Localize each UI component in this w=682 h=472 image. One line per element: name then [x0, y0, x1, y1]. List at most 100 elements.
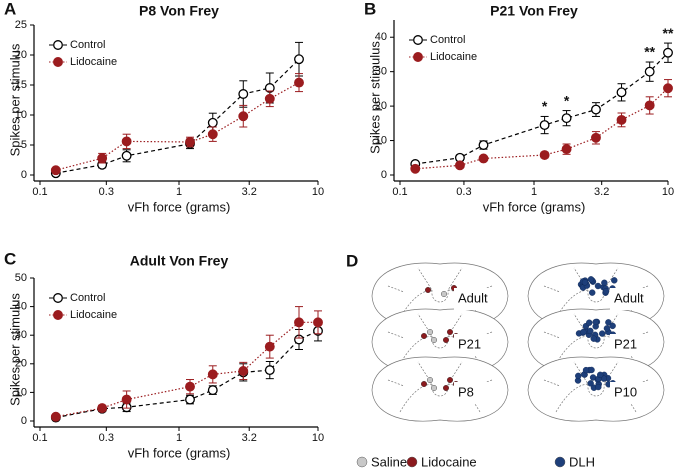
- age-label: Adult: [458, 290, 488, 305]
- age-label: P21: [614, 336, 637, 351]
- cord-section: [371, 356, 509, 422]
- marker: [238, 366, 249, 376]
- injection-site: [441, 291, 448, 298]
- x-tick-label: 10: [312, 432, 324, 444]
- y-tick-label: 40: [15, 301, 27, 313]
- injection-site: [595, 383, 602, 391]
- marker: [264, 365, 275, 376]
- y-tick-label: 0: [21, 169, 27, 181]
- injection-site: [431, 337, 438, 344]
- panel-label: C: [4, 249, 16, 268]
- x-tick-label: 3.2: [594, 186, 609, 198]
- marker: [207, 129, 218, 140]
- panel-label: A: [4, 0, 16, 18]
- x-tick-label: 0.3: [99, 432, 114, 444]
- series-line: [55, 82, 300, 171]
- legend-marker: [53, 310, 63, 320]
- series-line: [55, 58, 300, 174]
- marker: [478, 153, 489, 164]
- age-label-box: [454, 334, 494, 356]
- marker: [591, 104, 601, 115]
- x-axis-label: vFh force (grams): [128, 445, 231, 460]
- legend-marker: [413, 52, 423, 62]
- x-tick-label: 0.1: [32, 186, 47, 198]
- marker: [97, 153, 108, 164]
- injection-site: [597, 371, 604, 379]
- marker: [185, 381, 195, 392]
- x-tick-label: 1: [176, 432, 182, 444]
- injection-site: [599, 330, 606, 337]
- marker: [264, 341, 275, 352]
- y-axis-label: Spikes per stimulus: [7, 293, 22, 406]
- legend-label: Lidocaine: [70, 309, 117, 321]
- marker: [121, 136, 132, 147]
- marker: [294, 54, 304, 65]
- injection-site: [590, 335, 597, 342]
- x-tick-label: 3.2: [242, 432, 257, 444]
- y-tick-label: 30: [375, 66, 387, 78]
- injection-site: [592, 318, 599, 326]
- significance: *: [542, 98, 548, 114]
- marker: [121, 394, 132, 405]
- injection-site: [443, 337, 450, 344]
- panel-label: D: [346, 251, 358, 270]
- x-tick-label: 0.1: [32, 432, 47, 444]
- legend-label: Lidocaine: [430, 51, 477, 63]
- panel-label: B: [364, 0, 376, 18]
- injection-site: [603, 325, 611, 332]
- y-axis-label: Spikes per stimulus: [7, 43, 22, 156]
- marker: [264, 93, 275, 104]
- marker: [294, 317, 304, 328]
- marker: [478, 140, 489, 150]
- marker: [410, 163, 421, 174]
- y-tick-label: 50: [15, 272, 27, 284]
- marker: [616, 87, 627, 98]
- y-tick-label: 0: [381, 169, 387, 181]
- age-label: P8: [458, 384, 474, 399]
- significance: **: [663, 25, 674, 41]
- injection-site: [611, 277, 618, 284]
- injection-site: [580, 328, 587, 336]
- marker: [294, 77, 304, 88]
- x-tick-label: 0.3: [456, 186, 471, 198]
- age-label-box: [610, 334, 650, 356]
- injection-site: [443, 385, 450, 392]
- age-label-box: [610, 382, 650, 404]
- y-tick-label: 30: [15, 329, 27, 341]
- marker: [591, 132, 601, 143]
- legend-label: DLH: [569, 454, 595, 469]
- marker: [663, 83, 673, 94]
- injection-site: [605, 319, 612, 326]
- injection-site: [581, 279, 589, 286]
- injection-site: [587, 327, 594, 335]
- age-label-box: [610, 288, 650, 310]
- marker: [50, 411, 61, 422]
- x-tick-label: 1: [531, 186, 537, 198]
- marker: [663, 47, 673, 58]
- injection-site: [594, 282, 602, 290]
- chart-title: Adult Von Frey: [130, 253, 229, 269]
- marker: [97, 403, 108, 414]
- injection-site: [602, 288, 610, 295]
- marker: [238, 89, 249, 99]
- y-tick-label: 5: [21, 139, 27, 151]
- marker: [207, 117, 218, 128]
- marker: [561, 144, 572, 155]
- y-tick-label: 25: [15, 19, 27, 31]
- marker: [185, 394, 195, 405]
- series-line: [415, 87, 669, 170]
- injection-site: [447, 377, 454, 384]
- injection-site: [431, 385, 438, 392]
- legend-marker: [554, 456, 566, 468]
- marker: [539, 120, 550, 131]
- x-tick-label: 10: [312, 186, 324, 198]
- marker: [644, 100, 655, 111]
- injection-site: [587, 380, 594, 387]
- injection-site: [582, 366, 590, 374]
- marker: [185, 137, 195, 147]
- marker: [238, 111, 249, 122]
- legend-label: Control: [430, 34, 465, 46]
- legend-label: Control: [70, 292, 105, 304]
- y-tick-label: 20: [15, 358, 27, 370]
- legend-marker: [406, 456, 418, 468]
